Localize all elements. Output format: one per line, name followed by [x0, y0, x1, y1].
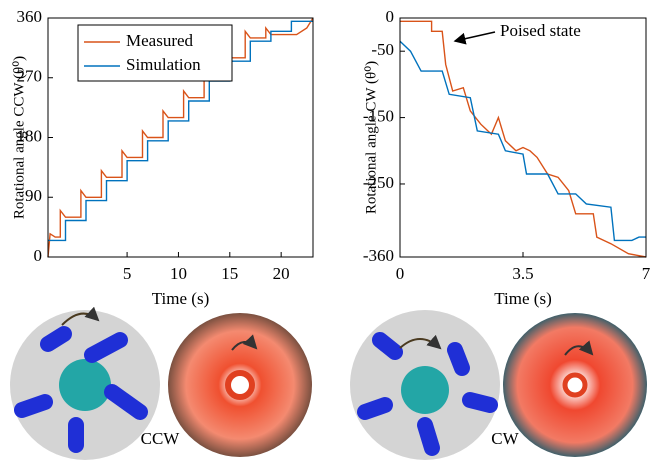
x-tick-label: 15: [221, 264, 238, 283]
x-tick-label: 20: [273, 264, 290, 283]
legend-label: Simulation: [126, 55, 201, 74]
x-tick-label: 0: [396, 264, 405, 283]
image-label: CCW: [141, 429, 181, 448]
sim-image-cw: [350, 310, 500, 460]
x-tick-label: 7: [642, 264, 651, 283]
y-tick-label: -360: [363, 246, 394, 265]
y-tick-label: 90: [25, 186, 42, 205]
y-tick-label: 360: [17, 7, 43, 26]
legend-label: Measured: [126, 31, 194, 50]
y-tick-label: -50: [371, 40, 394, 59]
x-axis-label: Time (s): [494, 289, 551, 308]
data-line: [400, 41, 646, 240]
annotation: Poised state: [500, 21, 581, 40]
x-axis-label: Time (s): [152, 289, 209, 308]
x-tick-label: 3.5: [512, 264, 533, 283]
image-label: CW: [491, 429, 519, 448]
sim-image-ccw: [10, 310, 160, 460]
photo-ccw: [168, 313, 312, 457]
y-tick-label: 0: [386, 7, 395, 26]
x-tick-label: 10: [170, 264, 187, 283]
annotation-arrow: [455, 32, 495, 41]
y-axis-label: Rotational angle CW (θ⁰): [363, 61, 379, 214]
x-tick-label: 5: [123, 264, 132, 283]
y-tick-label: 0: [34, 246, 43, 265]
y-axis-label: Rotational angle CCW (θ⁰): [11, 56, 27, 219]
plot-frame: [400, 18, 646, 257]
page: CCW CW 0901802703605101520Time (s)Rotati…: [0, 0, 652, 467]
data-line: [400, 21, 646, 257]
figure: CCW CW 0901802703605101520Time (s)Rotati…: [0, 0, 652, 462]
photo-cw: [503, 313, 647, 457]
